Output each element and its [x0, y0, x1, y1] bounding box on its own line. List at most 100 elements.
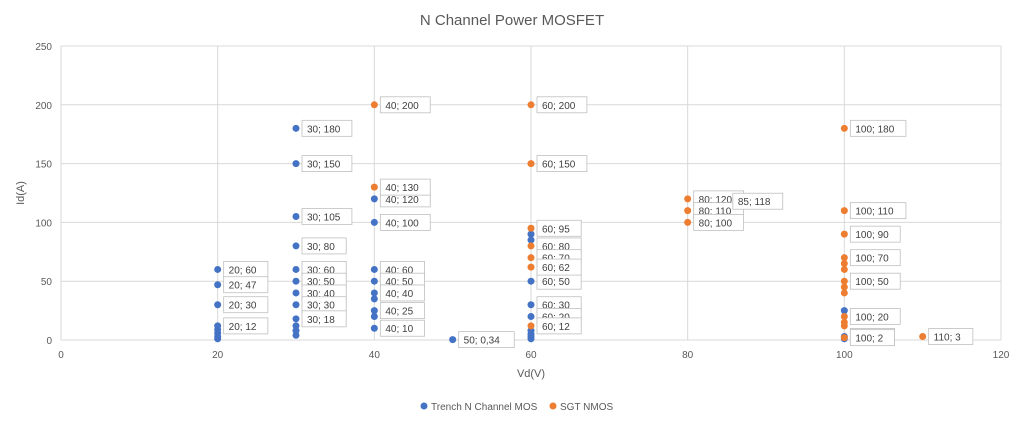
data-label: 100; 90 [849, 225, 901, 243]
legend-marker-trench [420, 402, 428, 410]
data-label-text: 60; 150 [542, 160, 576, 171]
data-label: 40; 25 [379, 302, 425, 320]
data-label: 85; 118 [732, 192, 784, 210]
data-label-text: 100; 50 [855, 277, 889, 288]
trench-point [840, 307, 848, 315]
data-label-text: 20; 60 [229, 265, 257, 276]
sgt-point [527, 254, 535, 262]
data-label-box [849, 308, 901, 325]
sgt-point [684, 195, 692, 203]
data-label-box [379, 178, 431, 196]
data-label-box [536, 219, 582, 237]
data-label-text: 40; 10 [385, 324, 413, 335]
trench-point [370, 195, 378, 203]
data-label: 30; 30 [301, 296, 347, 314]
x-tick-label: 100 [836, 350, 853, 361]
sgt-point [840, 254, 848, 262]
data-label: 40; 100 [379, 213, 431, 231]
data-label: 100; 180 [849, 119, 907, 137]
trench-point [214, 335, 222, 343]
trench-point [370, 218, 378, 226]
data-label: 100; 110 [849, 202, 907, 220]
sgt-point [684, 207, 692, 215]
trench-point [527, 335, 535, 343]
sgt-point [527, 322, 535, 330]
data-label: 30; 150 [301, 155, 353, 173]
data-label-box [223, 296, 269, 314]
data-label-text: 30; 105 [307, 213, 341, 224]
data-label: 110; 3 [928, 328, 974, 345]
data-label: 60; 95 [536, 219, 582, 237]
legend-label-sgt: SGT NMOS [560, 402, 613, 413]
data-label-text: 40; 130 [385, 183, 419, 194]
x-tick-label: 0 [58, 350, 64, 361]
trench-point [292, 301, 300, 309]
data-label: 60; 200 [536, 96, 588, 114]
data-label-text: 40; 200 [385, 101, 419, 112]
trench-point [449, 336, 457, 344]
data-label: 100; 50 [849, 272, 901, 290]
y-axis-title: Id(A) [15, 181, 27, 205]
sgt-point [527, 242, 535, 250]
data-labels: 20; 60 20; 47 20; 30 20; 12 30; 180 30; 150 30… [223, 96, 974, 349]
trench-point [292, 242, 300, 250]
data-label: 30; 80 [301, 237, 347, 255]
data-label-box [849, 272, 901, 290]
data-label-text: 30; 18 [307, 315, 335, 326]
sgt-point [684, 218, 692, 226]
data-label-text: 50; 0,34 [464, 336, 501, 347]
trench-point [370, 324, 378, 332]
sgt-point [370, 101, 378, 109]
trench-point [370, 277, 378, 285]
sgt-point [840, 230, 848, 238]
data-label: 60; 62 [536, 258, 582, 276]
data-label-box [693, 213, 744, 231]
data-label: 100; 20 [849, 308, 901, 325]
data-label-text: 80; 120 [699, 195, 733, 206]
trench-point [292, 160, 300, 168]
data-label-text: 80; 110 [699, 207, 732, 218]
data-label-text: 85; 118 [738, 197, 771, 208]
data-label-box [458, 331, 515, 349]
data-label-text: 60; 62 [542, 263, 570, 274]
x-axis-title: Vd(V) [517, 368, 545, 380]
sgt-point [840, 277, 848, 285]
data-label: 40; 200 [379, 96, 431, 114]
y-tick-label: 0 [46, 336, 52, 347]
sgt-point [527, 224, 535, 232]
data-label-box [536, 155, 588, 173]
trench-point [292, 124, 300, 132]
chart-title: N Channel Power MOSFET [420, 12, 604, 29]
data-label: 50; 0,34 [458, 331, 515, 349]
data-label-text: 60; 50 [542, 277, 570, 288]
y-tick-label: 150 [35, 160, 52, 171]
data-label: 100; 2 [849, 329, 895, 347]
data-label-text: 40; 120 [385, 195, 419, 206]
data-label-box [849, 202, 907, 220]
trench-point [214, 301, 222, 309]
sgt-point [840, 312, 848, 320]
y-tick-label: 100 [35, 218, 52, 229]
data-label: 80; 100 [693, 213, 744, 231]
trench-point [292, 213, 300, 221]
data-label: 40; 40 [379, 284, 425, 302]
data-label-text: 30; 50 [307, 277, 335, 288]
data-label-box [301, 237, 347, 255]
data-label-text: 100; 90 [855, 230, 889, 241]
data-label-box [536, 96, 588, 114]
data-label: 40; 10 [379, 319, 425, 337]
data-label-box [379, 213, 431, 231]
trench-point [214, 265, 222, 273]
trench-point [292, 315, 300, 323]
data-label-text: 30; 180 [307, 124, 341, 135]
data-label-text: 40; 50 [385, 277, 413, 288]
data-label-text: 30; 60 [307, 265, 335, 276]
sgt-point [919, 332, 927, 340]
trench-point [527, 312, 535, 320]
sgt-point [527, 263, 535, 271]
sgt-point [840, 260, 848, 268]
data-label-box [301, 155, 353, 173]
data-label: 20; 30 [223, 296, 269, 314]
